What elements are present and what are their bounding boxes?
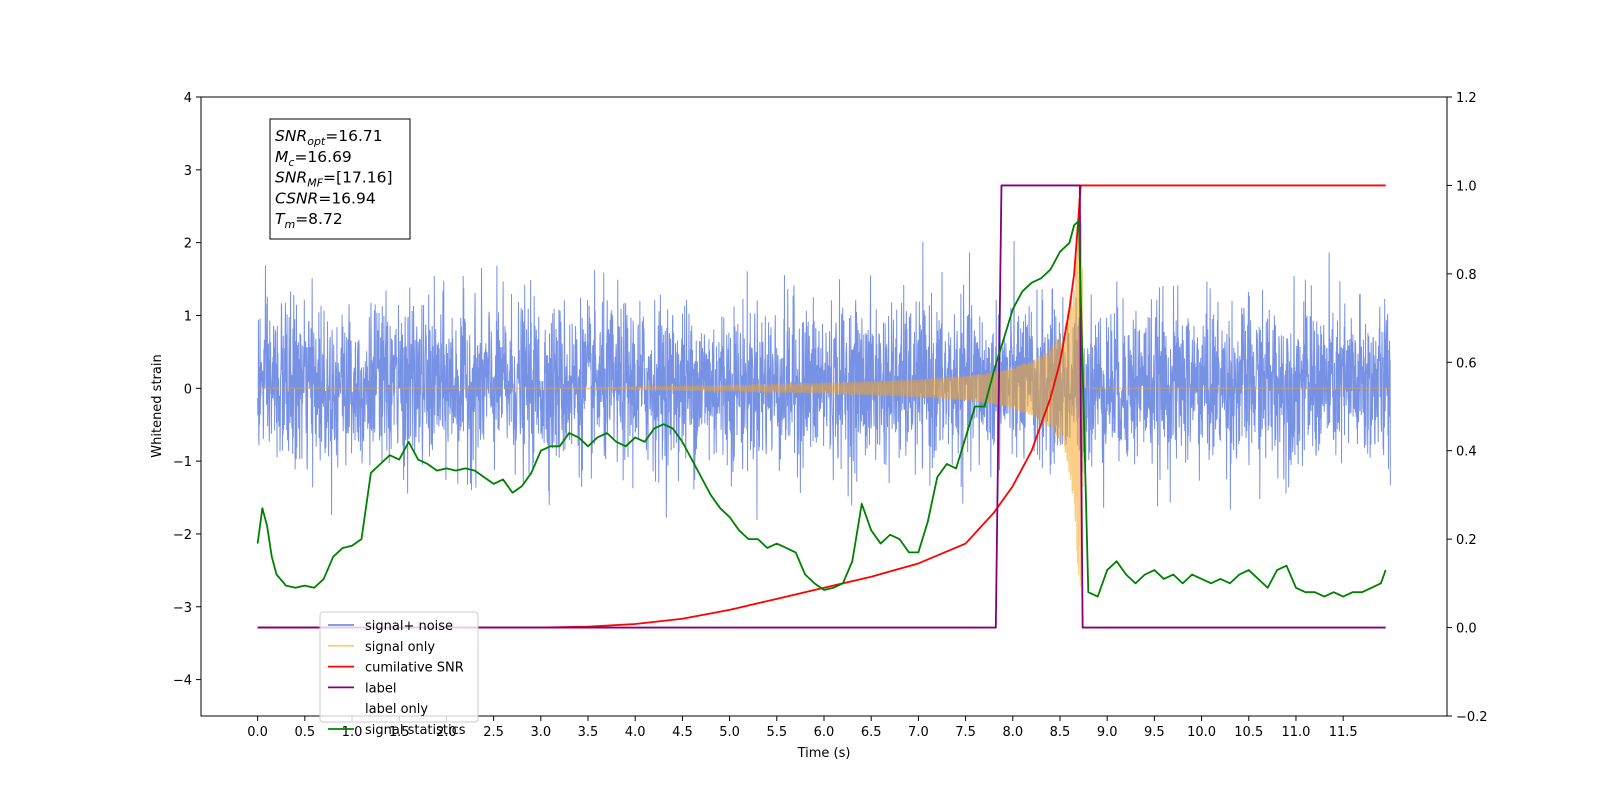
x-tick-label: 11.5 (1329, 725, 1358, 740)
x-tick-label: 3.0 (530, 725, 551, 740)
x-tick-label: 5.5 (766, 725, 787, 740)
x-tick-label: 9.5 (1144, 725, 1165, 740)
series-signal-statistics (256, 219, 1387, 598)
annotation-line: CSNR=16.94 (275, 189, 376, 207)
x-tick-label: 0.5 (294, 725, 315, 740)
annotation-frame (269, 118, 411, 240)
y2-tick-label: −0.2 (1456, 710, 1488, 725)
x-tick-label: 3.5 (578, 725, 599, 740)
x-tick-label: 7.5 (955, 725, 976, 740)
x-tick-label: 6.0 (814, 725, 835, 740)
x-tick-label: 4.0 (625, 725, 646, 740)
x-tick-label: 2.0 (436, 725, 457, 740)
x-tick-label: 11.0 (1281, 725, 1310, 740)
series-signal-noise (257, 241, 1391, 521)
stats-annotation-box: SNRopt=16.71Mc=16.69SNRMF=[17.16]CSNR=16… (269, 118, 411, 240)
annotation-line: Tm=8.72 (275, 210, 343, 231)
y-tick-label: 0 (184, 382, 192, 397)
series-cumulative-snr (257, 184, 1386, 629)
y-axis-label: Whitened strain (150, 354, 165, 457)
x-tick-label: 8.0 (1002, 725, 1023, 740)
legend-entry-label: signal+ noise (365, 619, 453, 634)
y-tick-label: 1 (184, 309, 192, 324)
x-tick-label: 10.0 (1187, 725, 1216, 740)
x-tick-label: 9.0 (1097, 725, 1118, 740)
y-tick-label: −1 (173, 455, 192, 470)
annotation-line: SNRMF=[17.16] (275, 169, 393, 190)
x-tick-label: 7.0 (908, 725, 929, 740)
y-tick-label: 4 (184, 91, 192, 106)
x-tick-label: 10.5 (1234, 725, 1263, 740)
legend-entry-label: signal only (365, 640, 435, 655)
y2-tick-label: 0.0 (1456, 622, 1477, 637)
y-axis-right: −0.2 0.0 0.2 0.4 0.6 0.8 1.0 1.2 (1447, 91, 1488, 725)
x-tick-label: 1.5 (389, 725, 410, 740)
y2-tick-label: 0.8 (1456, 268, 1477, 283)
x-tick-label: 1.0 (342, 725, 363, 740)
series-layer (256, 184, 1391, 629)
x-tick-label: 2.5 (483, 725, 504, 740)
x-axis-label: Time (s) (797, 746, 851, 761)
y2-tick-label: 0.2 (1456, 533, 1477, 548)
legend-frame (319, 611, 479, 723)
annotation-line: Mc=16.69 (275, 148, 352, 169)
y2-tick-label: 0.6 (1456, 356, 1477, 371)
y2-tick-label: 1.2 (1456, 91, 1477, 106)
annotation-line: SNRopt=16.71 (275, 127, 383, 148)
x-tick-label: 6.5 (861, 725, 882, 740)
y-tick-label: −2 (173, 528, 192, 543)
x-tick-label: 8.5 (1050, 725, 1071, 740)
series-signal-only (257, 189, 1391, 587)
legend-entry-label: signal statistics (365, 723, 466, 738)
y2-tick-label: 1.0 (1456, 179, 1477, 194)
legend-entry-label: cumilative SNR (365, 661, 464, 676)
series-label (257, 184, 1386, 629)
legend: signal+ noise signal only cumilative SNR la… (319, 611, 479, 738)
y2-tick-label: 0.4 (1456, 445, 1477, 460)
y-tick-label: 3 (184, 164, 192, 179)
y-axis-left: −4 −3 −2 −1 0 1 2 3 4 (173, 91, 201, 689)
legend-entry-label: label (365, 681, 396, 696)
x-tick-label: 0.0 (247, 725, 268, 740)
x-tick-label: 5.0 (719, 725, 740, 740)
x-tick-label: 4.5 (672, 725, 693, 740)
y-tick-label: 2 (184, 237, 192, 252)
legend-entry-label: label only (365, 702, 428, 717)
y-tick-label: −4 (173, 674, 192, 689)
y-tick-label: −3 (173, 601, 192, 616)
